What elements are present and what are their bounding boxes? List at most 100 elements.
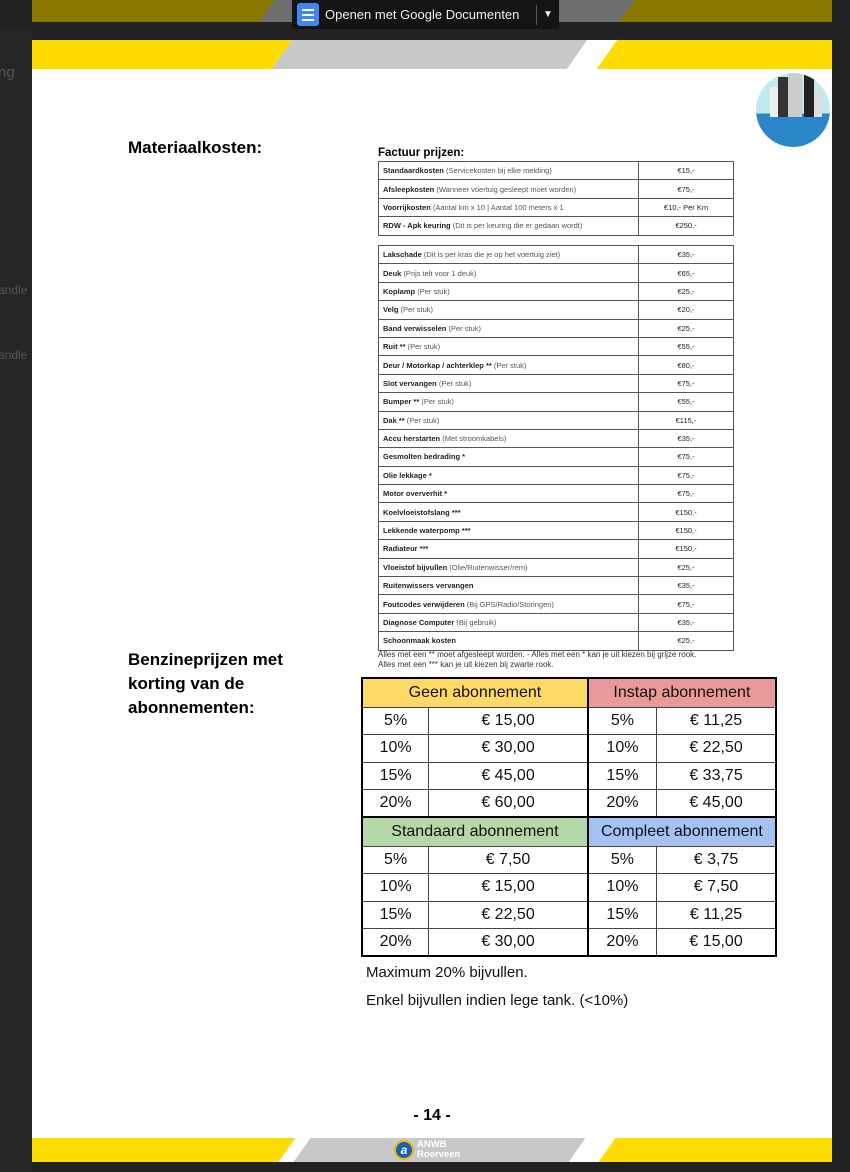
item-name: Bumper ** <box>383 397 420 407</box>
item-price: €15,- <box>638 160 734 181</box>
item-cell: Afsleepkosten (Wanneer voertuig gesleept… <box>378 179 639 199</box>
item-cell: Koelvloeistofslang *** <box>378 502 639 522</box>
open-with-google-docs-button[interactable]: Openen met Google Documenten <box>325 7 520 22</box>
item-name: Gesmolten bedrading * <box>383 452 466 462</box>
item-desc: (Prijs telt voor 1 deuk) <box>403 268 477 278</box>
item-name: Dak ** <box>383 415 405 425</box>
header-band <box>32 40 832 69</box>
price-row: Band verwisselen (Per stuk) €25,- <box>378 318 734 338</box>
item-cell: Standaardkosten (Servicekosten bij elke … <box>378 160 639 181</box>
item-price: €75,- <box>638 594 734 614</box>
fuel-note: Maximum 20% bijvullen. <box>366 964 528 981</box>
price-row: Lakschade (Dit is per kras die je op het… <box>378 244 734 265</box>
background-app-sidebar: ng andle andle <box>0 28 32 1172</box>
fuel-discount-table: Geen abonnement Instap abonnement 5% € 15,0… <box>361 677 777 957</box>
discount-row: 5% € 15,00 5% € 11,25 <box>361 706 777 735</box>
item-name: Vloeistof bijvullen <box>383 562 448 572</box>
price-row: RDW - Apk keuring (Dit is per keuring di… <box>378 216 734 236</box>
anwb-logo: a ANWB Roerveen <box>394 1140 460 1160</box>
background-text: andle <box>0 283 28 297</box>
item-cell: Velg (Per stuk) <box>378 300 639 320</box>
item-cell: RDW - Apk keuring (Dit is per keuring di… <box>378 216 639 236</box>
price-cell: € 22,50 <box>656 734 777 763</box>
percent-cell: 5% <box>361 706 430 735</box>
item-price: €25,- <box>638 557 734 578</box>
google-docs-icon[interactable] <box>297 3 319 26</box>
item-name: Olie lekkage * <box>383 470 432 480</box>
footnote: Alles met een *** kan je uit kiezen bij … <box>378 660 554 669</box>
price-cell: € 3,75 <box>656 845 777 874</box>
item-price: €80,- <box>638 355 734 375</box>
item-cell: Band verwisselen (Per stuk) <box>378 318 639 338</box>
price-row: Gesmolten bedrading * €75,- <box>378 447 734 467</box>
price-cell: € 15,00 <box>428 706 589 735</box>
item-price: €75,- <box>638 465 734 486</box>
item-name: Ruit ** <box>383 342 406 352</box>
price-cell: € 15,00 <box>656 928 777 957</box>
percent-cell: 15% <box>361 761 430 790</box>
item-price: €55,- <box>638 392 734 412</box>
open-with-toolbar: Openen met Google Documenten ▼ <box>292 0 559 29</box>
item-name: Diagnose Computer <box>383 618 455 627</box>
price-row: Ruitenwissers vervangen €35,- <box>378 576 734 596</box>
item-price: €20,- <box>638 300 734 320</box>
discount-row: 5% € 7,50 5% € 3,75 <box>361 845 777 874</box>
price-cell: € 45,00 <box>656 789 777 818</box>
item-cell: Deur / Motorkap / achterklep ** (Per stu… <box>378 355 639 375</box>
percent-cell: 20% <box>587 928 658 957</box>
item-name: Slot vervangen <box>383 378 437 388</box>
percent-cell: 20% <box>361 928 430 957</box>
section-heading-benzine: Benzineprijzen met korting van de abonne… <box>128 650 283 717</box>
item-name: Lekkende waterpomp *** <box>383 526 471 536</box>
item-desc: (Servicekosten bij elke melding) <box>445 166 552 176</box>
item-name: Accu herstarten <box>383 434 441 444</box>
background-text: andle <box>0 348 28 362</box>
item-name: Radiateur *** <box>383 544 429 554</box>
price-row: Dak ** (Per stuk) €115,- <box>378 410 734 430</box>
plan-title: Geen abonnement <box>361 677 589 708</box>
percent-cell: 10% <box>361 734 430 763</box>
price-row: Radiateur *** €150,- <box>378 539 734 559</box>
price-row: Koelvloeistofslang *** €150,- <box>378 502 734 522</box>
price-row: Bumper ** (Per stuk) €55,- <box>378 392 734 412</box>
price-row: Deur / Motorkap / achterklep ** (Per stu… <box>378 355 734 375</box>
item-cell: Olie lekkage * <box>378 465 639 486</box>
price-row: Foutcodes verwijderen (Bij GPS/Radio/Sto… <box>378 594 734 614</box>
logo-text: ANWB <box>417 1139 447 1150</box>
item-name: Band verwisselen <box>383 323 447 333</box>
percent-cell: 20% <box>361 789 430 818</box>
fuel-note: Enkel bijvullen indien lege tank. (<10%) <box>366 992 629 1009</box>
page-number: - 14 - <box>413 1107 451 1124</box>
caret-down-icon[interactable]: ▼ <box>543 9 553 20</box>
item-price: €35,- <box>638 244 734 265</box>
item-desc: (Per stuk) <box>493 360 527 370</box>
item-price: €35,- <box>638 576 734 596</box>
item-cell: Slot vervangen (Per stuk) <box>378 373 639 394</box>
footer-band <box>32 1138 832 1162</box>
item-desc: (Olie/Ruitenwisser/rem) <box>449 562 528 572</box>
percent-cell: 5% <box>587 706 658 735</box>
price-cell: € 11,25 <box>656 900 777 929</box>
item-price: €25,- <box>638 281 734 302</box>
item-desc: (Dit is per kras die je op het voertuig … <box>423 250 561 260</box>
item-name: Koelvloeistofslang *** <box>383 507 461 517</box>
item-price: €10,- Per Km <box>638 197 734 218</box>
item-desc: (Per stuk) <box>407 342 441 352</box>
price-row: Velg (Per stuk) €20,- <box>378 300 734 320</box>
discount-row: 20% € 60,00 20% € 45,00 <box>361 789 777 818</box>
price-row: Lekkende waterpomp *** €150,- <box>378 520 734 541</box>
plan-title: Compleet abonnement <box>587 816 777 847</box>
item-cell: Bumper ** (Per stuk) <box>378 392 639 412</box>
logo-text: Roerveen <box>417 1149 461 1160</box>
item-cell: Koplamp (Per stuk) <box>378 281 639 302</box>
price-row: Schoonmaak kosten €25,- <box>378 631 734 651</box>
percent-cell: 5% <box>361 845 430 874</box>
item-cell: Lekkende waterpomp *** <box>378 520 639 541</box>
price-cell: € 22,50 <box>428 900 589 929</box>
item-cell: Accu herstarten (Met stroomkabels) <box>378 428 639 449</box>
item-name: Afsleepkosten <box>383 184 435 194</box>
price-cell: € 60,00 <box>428 789 589 818</box>
price-cell: € 11,25 <box>656 706 777 735</box>
price-row: Vloeistof bijvullen (Olie/Ruitenwisser/r… <box>378 557 734 578</box>
item-desc: (Wanneer voertuig gesleept moet worden) <box>436 184 577 194</box>
